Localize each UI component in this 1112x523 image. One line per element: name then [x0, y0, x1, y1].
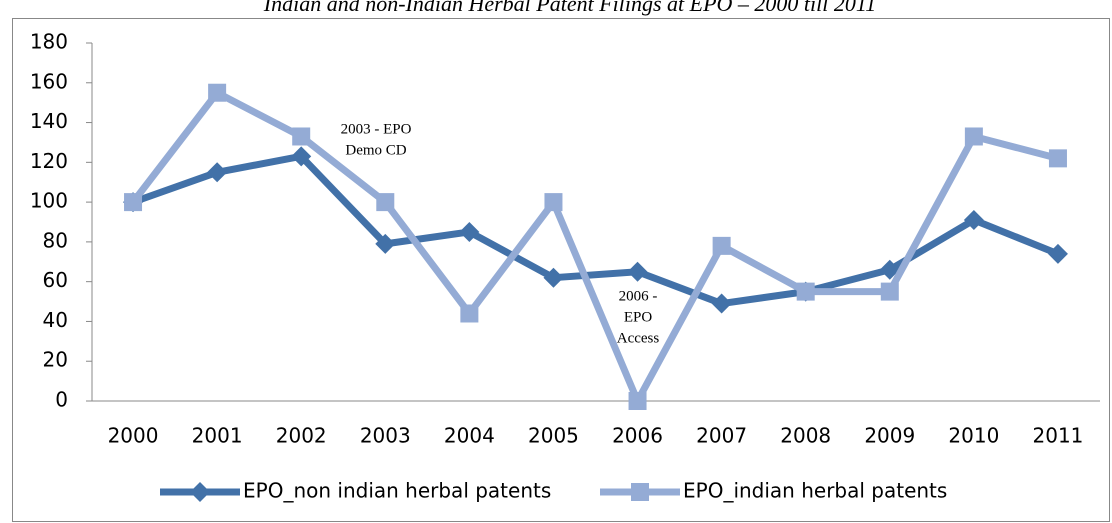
- x-tick-label: 2006: [612, 424, 663, 448]
- square-marker: [208, 83, 227, 102]
- square-marker: [880, 282, 899, 301]
- x-tick-label: 2000: [108, 424, 159, 448]
- y-tick-label: 60: [43, 268, 68, 292]
- square-marker: [544, 193, 563, 212]
- diamond-marker: [1047, 243, 1068, 264]
- y-tick-label: 100: [30, 189, 68, 213]
- y-tick-label: 160: [30, 69, 68, 93]
- diamond-marker: [190, 482, 210, 502]
- square-marker: [292, 127, 311, 146]
- x-tick-label: 2010: [948, 424, 999, 448]
- diamond-marker: [627, 261, 648, 282]
- annotation: EPO: [624, 309, 653, 325]
- x-tick-label: 2002: [276, 424, 327, 448]
- diamond-marker: [543, 267, 564, 288]
- annotation: 2006 -: [619, 288, 658, 304]
- chart-border: [12, 18, 1110, 522]
- annotation: 2003 - EPO: [341, 121, 412, 137]
- legend-label: EPO_non indian herbal patents: [243, 479, 551, 503]
- x-tick-label: 2005: [528, 424, 579, 448]
- annotation: Access: [617, 330, 660, 346]
- legend-label: EPO_indian herbal patents: [683, 479, 947, 503]
- square-marker: [796, 282, 815, 301]
- series-line: [130, 89, 1059, 405]
- diamond-marker: [375, 233, 396, 254]
- y-tick-label: 180: [30, 30, 68, 54]
- annotation: Demo CD: [345, 142, 406, 158]
- x-tick-label: 2009: [864, 424, 915, 448]
- y-tick-label: 20: [43, 348, 68, 372]
- y-tick-label: 140: [30, 109, 68, 133]
- square-marker: [964, 127, 983, 146]
- diamond-marker: [963, 210, 984, 231]
- y-tick-label: 40: [43, 308, 68, 332]
- diamond-marker: [207, 162, 228, 183]
- square-marker: [631, 483, 649, 501]
- square-marker: [460, 304, 479, 323]
- diamond-marker: [711, 293, 732, 314]
- y-tick-label: 120: [30, 149, 68, 173]
- diamond-marker: [459, 221, 480, 242]
- x-tick-label: 2007: [696, 424, 747, 448]
- x-tick-label: 2004: [444, 424, 495, 448]
- chart-title: Indian and non-Indian Herbal Patent Fili…: [263, 0, 877, 16]
- square-marker: [124, 193, 143, 212]
- x-tick-label: 2001: [192, 424, 243, 448]
- y-tick-label: 80: [43, 228, 68, 252]
- square-marker: [1048, 149, 1067, 168]
- diamond-marker: [291, 146, 312, 167]
- x-tick-label: 2003: [360, 424, 411, 448]
- y-tick-label: 0: [55, 388, 68, 412]
- x-tick-label: 2011: [1033, 424, 1084, 448]
- square-marker: [376, 193, 395, 212]
- square-marker: [712, 236, 731, 255]
- diamond-marker: [879, 259, 900, 280]
- square-marker: [628, 392, 647, 410]
- x-tick-label: 2008: [780, 424, 831, 448]
